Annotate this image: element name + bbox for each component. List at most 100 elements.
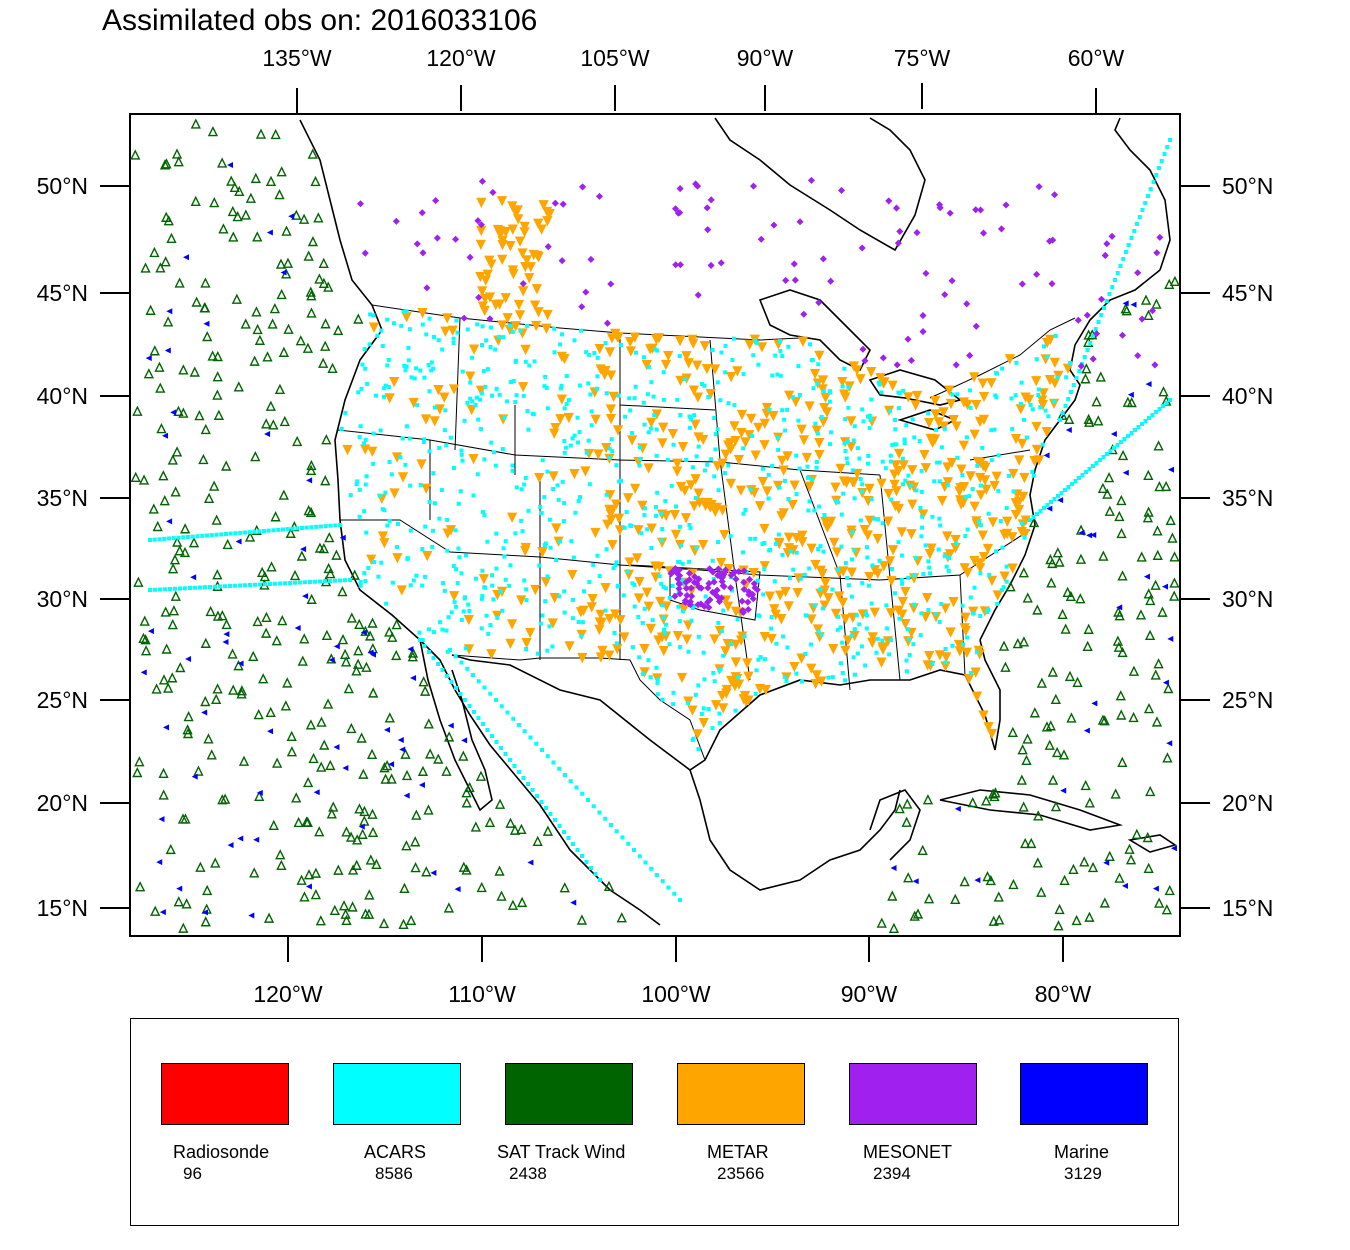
acars-marker <box>214 532 219 537</box>
acars-marker <box>1028 518 1032 522</box>
acars-marker <box>544 385 549 390</box>
acars-marker <box>418 638 422 642</box>
metar-marker <box>743 671 754 682</box>
acars-marker <box>448 435 453 440</box>
sat-track-wind-marker <box>1026 837 1037 849</box>
mesonet-marker <box>791 276 799 284</box>
acars-marker <box>524 598 529 603</box>
sat-track-wind-marker <box>174 277 185 288</box>
acars-marker <box>548 812 553 816</box>
sat-track-wind-marker <box>276 166 287 177</box>
acars-marker <box>581 589 586 594</box>
sat-track-wind-marker <box>296 550 307 561</box>
acars-marker <box>427 389 432 394</box>
bottom-tick-label: 120°W <box>253 981 323 1007</box>
acars-marker <box>1082 355 1087 359</box>
acars-marker <box>864 626 869 631</box>
sat-track-wind-marker <box>295 335 306 346</box>
sat-track-wind-marker <box>231 293 242 304</box>
sat-track-wind-marker <box>316 716 327 727</box>
acars-marker <box>642 606 647 611</box>
mesonet-marker <box>744 605 752 614</box>
sat-track-wind-marker <box>1154 897 1165 908</box>
acars-marker <box>431 630 436 635</box>
acars-marker <box>304 525 309 530</box>
acars-marker <box>580 620 585 625</box>
acars-marker <box>551 487 556 492</box>
acars-marker <box>684 457 689 462</box>
metar-marker <box>657 438 668 449</box>
sat-track-wind-marker <box>1097 482 1109 493</box>
acars-marker <box>1049 500 1053 504</box>
sat-track-wind-marker <box>182 727 194 739</box>
left-tick-label: 25°N <box>37 687 88 713</box>
acars-marker <box>858 476 863 481</box>
sat-track-wind-marker <box>269 303 280 314</box>
sat-track-wind-marker <box>325 759 336 771</box>
acars-marker <box>632 396 637 401</box>
sat-track-wind-marker <box>233 660 244 671</box>
metar-marker <box>607 540 618 551</box>
acars-marker <box>362 571 367 576</box>
mesonet-marker <box>587 255 595 263</box>
legend: Radiosonde 96 ACARS 8586 SAT Track Wind … <box>130 1018 1179 1226</box>
metar-marker <box>614 525 626 536</box>
acars-marker <box>436 662 440 666</box>
metar-marker <box>544 209 555 220</box>
acars-marker <box>876 517 881 522</box>
metar-marker <box>965 471 976 482</box>
acars-marker <box>1009 396 1014 401</box>
acars-marker <box>508 758 512 762</box>
sat-track-wind-marker <box>205 605 216 617</box>
metar-marker <box>478 574 489 585</box>
sat-track-wind-marker <box>162 316 174 327</box>
acars-marker <box>614 560 619 565</box>
metar-marker <box>520 542 531 554</box>
mesonet-marker <box>717 259 725 267</box>
acars-marker <box>774 541 779 546</box>
metar-marker <box>907 465 918 476</box>
sat-track-wind-marker <box>1082 640 1093 651</box>
acars-marker <box>359 386 364 391</box>
acars-marker <box>703 594 708 599</box>
metar-marker <box>650 561 661 572</box>
sat-track-wind-marker <box>1075 593 1086 604</box>
metar-marker <box>622 493 634 504</box>
acars-marker <box>715 427 720 432</box>
acars-marker <box>408 483 413 488</box>
acars-marker <box>742 634 747 639</box>
sat-track-wind-marker <box>1050 800 1062 812</box>
sat-track-wind-marker <box>282 257 294 268</box>
acars-marker <box>363 366 368 371</box>
acars-marker <box>505 710 510 715</box>
sat-track-wind-marker <box>496 890 507 901</box>
metar-marker <box>366 554 377 565</box>
acars-marker <box>440 627 445 632</box>
acars-marker <box>885 626 890 631</box>
acars-marker <box>484 338 489 343</box>
acars-marker <box>947 556 952 561</box>
marine-marker <box>294 624 301 631</box>
sat-track-wind-marker <box>410 836 421 847</box>
acars-marker <box>662 627 667 632</box>
mesonet-marker <box>948 277 956 285</box>
acars-marker <box>770 463 775 468</box>
acars-marker <box>797 466 802 471</box>
sat-track-wind-marker <box>1116 494 1127 506</box>
metar-marker <box>711 502 722 514</box>
acars-marker <box>494 386 499 391</box>
sat-track-wind-marker <box>200 277 211 288</box>
acars-marker <box>313 579 317 584</box>
metar-marker <box>556 394 567 405</box>
acars-marker <box>893 427 898 432</box>
acars-marker <box>1046 414 1051 419</box>
sat-track-wind-marker <box>212 350 223 362</box>
sat-track-wind-marker <box>203 733 214 744</box>
acars-marker <box>576 498 581 503</box>
metar-marker <box>484 255 495 266</box>
acars-marker <box>770 373 775 378</box>
metar-marker <box>505 241 516 252</box>
acars-marker <box>798 576 803 581</box>
acars-marker <box>607 455 612 460</box>
metar-marker <box>421 483 432 494</box>
